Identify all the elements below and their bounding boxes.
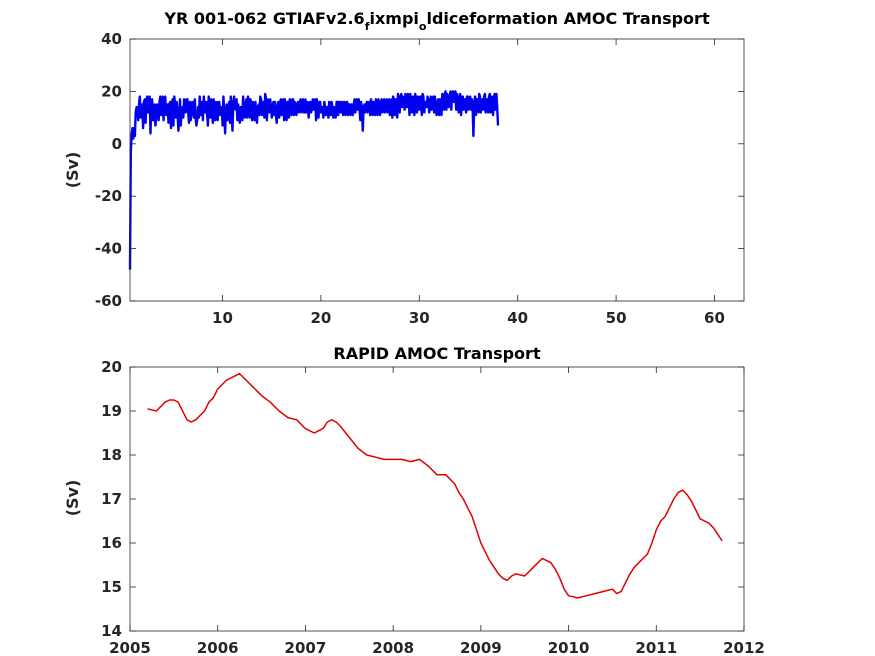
x-tick-label: 10 [212, 309, 233, 327]
y-tick-label: -60 [95, 292, 122, 310]
rapid-series-line [147, 372, 723, 599]
y-tick-label: -40 [95, 240, 122, 258]
x-tick-label: 2005 [109, 639, 151, 656]
x-tick-label: 2009 [460, 639, 502, 656]
y-tick-label: 40 [101, 30, 122, 48]
x-tick-label: 2007 [285, 639, 327, 656]
x-tick-label: 2012 [723, 639, 765, 656]
model-chart-title: YR 001-062 GTIAFv2.6fixmpioldiceformatio… [163, 9, 710, 33]
model-y-axis-label: (Sv) [63, 152, 82, 189]
model-amoc-panel: YR 001-062 GTIAFv2.6fixmpioldiceformatio… [63, 9, 745, 327]
x-tick-label: 2006 [197, 639, 239, 656]
y-tick-label: 0 [112, 135, 122, 153]
model-axes-frame [129, 38, 745, 302]
x-tick-label: 60 [704, 309, 725, 327]
rapid-ticks: 2005 2006 2007 2008 2009 2010 2011 2012 14 15 16 17… [101, 358, 765, 656]
rapid-chart-title: RAPID AMOC Transport [333, 344, 541, 363]
x-tick-label: 40 [507, 309, 528, 327]
y-tick-label: 17 [101, 490, 122, 508]
y-tick-label: 20 [101, 82, 122, 100]
rapid-y-axis-label: (Sv) [63, 480, 82, 517]
model-ticks: 10 20 30 40 50 60 -60 -40 -20 0 20 40 [95, 30, 744, 327]
y-tick-label: 16 [101, 534, 122, 552]
x-tick-label: 50 [606, 309, 627, 327]
x-tick-label: 2010 [548, 639, 590, 656]
y-tick-label: 19 [101, 402, 122, 420]
y-tick-label: 18 [101, 446, 122, 464]
rapid-axes-frame [129, 366, 745, 632]
x-tick-label: 2008 [372, 639, 414, 656]
rapid-amoc-panel: RAPID AMOC Transport (Sv) 2005 2006 2007 20… [63, 344, 765, 656]
y-tick-label: 20 [101, 358, 122, 376]
x-tick-label: 20 [310, 309, 331, 327]
model-series-line [128, 90, 500, 270]
y-tick-label: 15 [101, 578, 122, 596]
x-tick-label: 2011 [635, 639, 677, 656]
y-tick-label: -20 [95, 187, 122, 205]
y-tick-label: 14 [101, 622, 122, 640]
x-tick-label: 30 [409, 309, 430, 327]
